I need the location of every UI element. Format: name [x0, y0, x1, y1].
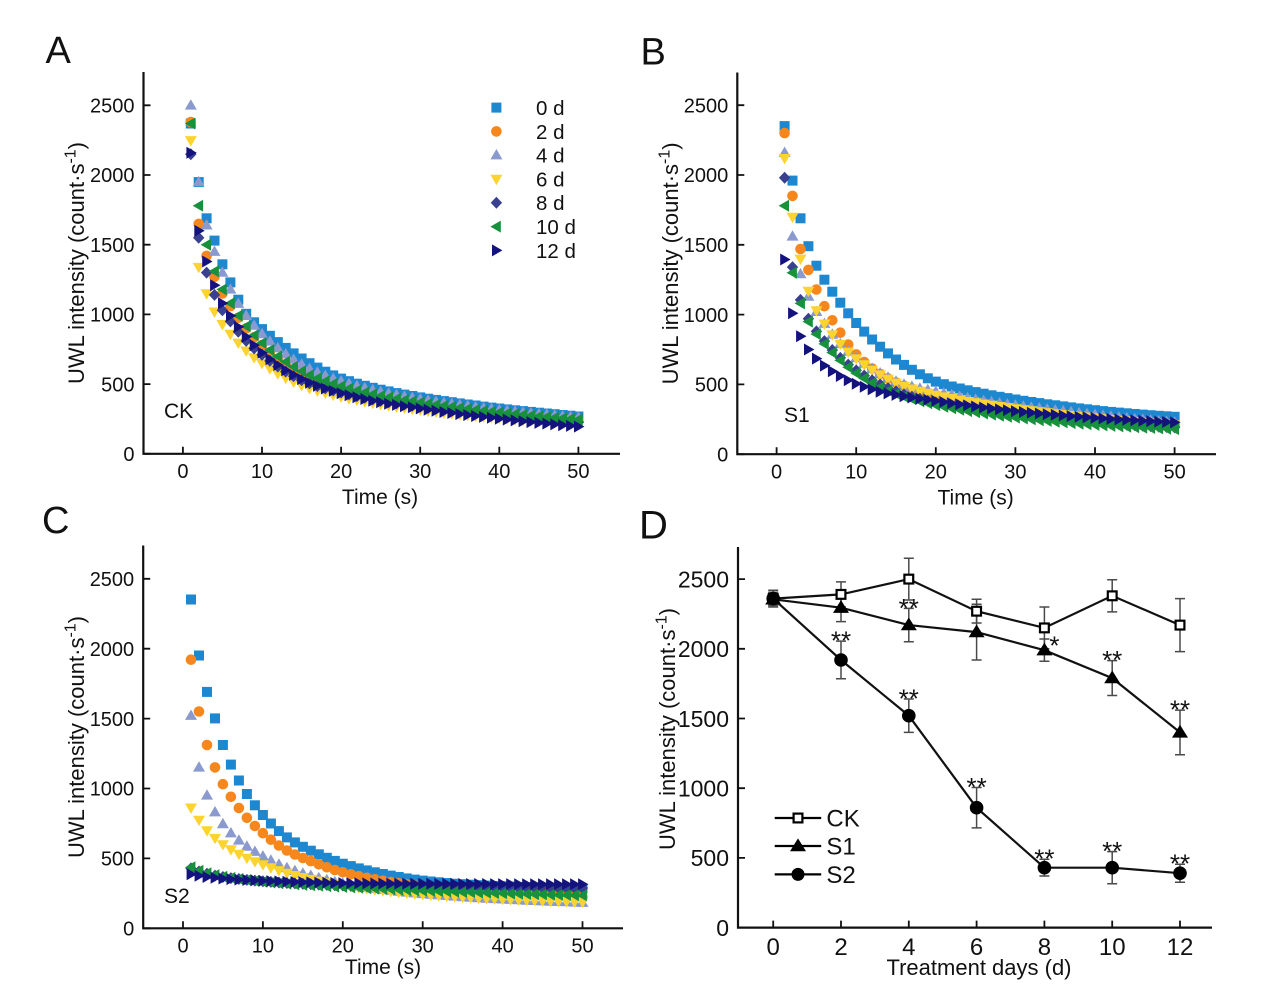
svg-text:6: 6	[970, 934, 983, 961]
svg-text:0: 0	[716, 915, 729, 941]
svg-text:1000: 1000	[90, 305, 135, 327]
svg-text:Time (s): Time (s)	[937, 486, 1013, 509]
svg-text:0: 0	[177, 461, 188, 483]
svg-text:UWL intensity (count·s-1): UWL intensity (count·s-1)	[63, 142, 89, 384]
svg-text:**: **	[1170, 849, 1190, 879]
svg-text:40: 40	[491, 936, 513, 958]
svg-text:20: 20	[332, 936, 354, 958]
svg-text:**: **	[1102, 836, 1122, 866]
svg-text:30: 30	[412, 936, 434, 958]
svg-text:8: 8	[1038, 934, 1051, 961]
svg-text:S2: S2	[164, 885, 190, 908]
svg-text:20: 20	[330, 461, 352, 483]
svg-text:2000: 2000	[684, 165, 729, 187]
svg-text:2500: 2500	[90, 96, 135, 118]
svg-text:**: **	[899, 593, 919, 623]
svg-text:2500: 2500	[684, 95, 729, 117]
svg-text:1000: 1000	[678, 776, 729, 802]
svg-text:0: 0	[177, 936, 188, 958]
svg-text:CK: CK	[826, 806, 859, 833]
svg-text:UWL intensity (count·s-1): UWL intensity (count·s-1)	[62, 616, 88, 858]
svg-text:12: 12	[1167, 934, 1194, 961]
svg-text:30: 30	[1004, 462, 1026, 484]
svg-text:2 d: 2 d	[536, 121, 565, 144]
svg-text:0: 0	[771, 462, 782, 484]
svg-text:2500: 2500	[90, 569, 135, 591]
svg-text:40: 40	[488, 461, 510, 483]
svg-text:10: 10	[251, 461, 273, 483]
svg-text:0: 0	[123, 444, 134, 466]
svg-text:0: 0	[123, 919, 134, 941]
svg-text:Time (s): Time (s)	[342, 486, 418, 509]
svg-text:10: 10	[252, 936, 274, 958]
svg-text:D: D	[639, 504, 668, 548]
svg-text:**: **	[899, 683, 919, 713]
svg-text:1000: 1000	[684, 305, 729, 327]
svg-text:50: 50	[571, 936, 593, 958]
svg-text:2000: 2000	[678, 636, 729, 662]
svg-text:**: **	[1170, 695, 1190, 725]
svg-text:S2: S2	[826, 862, 855, 889]
svg-text:6 d: 6 d	[536, 168, 565, 191]
svg-text:1500: 1500	[90, 709, 135, 731]
svg-text:S1: S1	[826, 834, 855, 861]
svg-text:500: 500	[101, 374, 134, 396]
svg-text:4 d: 4 d	[536, 145, 565, 168]
svg-text:Time (s): Time (s)	[345, 956, 421, 979]
svg-text:0: 0	[717, 444, 728, 466]
svg-text:8 d: 8 d	[536, 192, 565, 215]
svg-text:0: 0	[767, 934, 780, 961]
svg-text:500: 500	[695, 375, 728, 397]
svg-text:10: 10	[1099, 934, 1126, 961]
svg-text:30: 30	[409, 461, 431, 483]
svg-text:1500: 1500	[678, 706, 729, 732]
svg-text:**: **	[1034, 844, 1054, 874]
svg-text:4: 4	[902, 934, 915, 961]
svg-text:UWL intensity (count·s-1): UWL intensity (count·s-1)	[654, 608, 680, 850]
svg-text:500: 500	[691, 845, 729, 871]
svg-text:50: 50	[567, 461, 589, 483]
svg-text:**: **	[1102, 645, 1122, 675]
svg-text:500: 500	[101, 849, 134, 871]
svg-text:12 d: 12 d	[536, 240, 576, 263]
svg-text:CK: CK	[164, 400, 193, 423]
svg-text:A: A	[46, 30, 72, 72]
svg-text:*: *	[1049, 631, 1059, 661]
svg-text:20: 20	[925, 462, 947, 484]
svg-text:50: 50	[1163, 462, 1185, 484]
svg-text:2: 2	[834, 934, 847, 961]
svg-text:10: 10	[845, 462, 867, 484]
svg-text:**: **	[831, 626, 851, 656]
svg-text:2500: 2500	[678, 566, 729, 592]
svg-text:2000: 2000	[90, 639, 135, 661]
svg-text:40: 40	[1084, 462, 1106, 484]
svg-text:Treatment days (d): Treatment days (d)	[886, 955, 1071, 980]
svg-text:C: C	[42, 500, 69, 542]
svg-text:S1: S1	[784, 404, 810, 427]
svg-text:2000: 2000	[90, 165, 135, 187]
svg-text:1500: 1500	[90, 235, 135, 257]
svg-text:1500: 1500	[684, 235, 729, 257]
svg-text:UWL intensity (count·s-1): UWL intensity (count·s-1)	[657, 142, 683, 384]
svg-text:1000: 1000	[90, 779, 135, 801]
svg-text:10 d: 10 d	[536, 216, 576, 239]
svg-text:**: **	[966, 772, 986, 802]
svg-text:B: B	[641, 32, 666, 74]
svg-text:0 d: 0 d	[536, 97, 565, 120]
